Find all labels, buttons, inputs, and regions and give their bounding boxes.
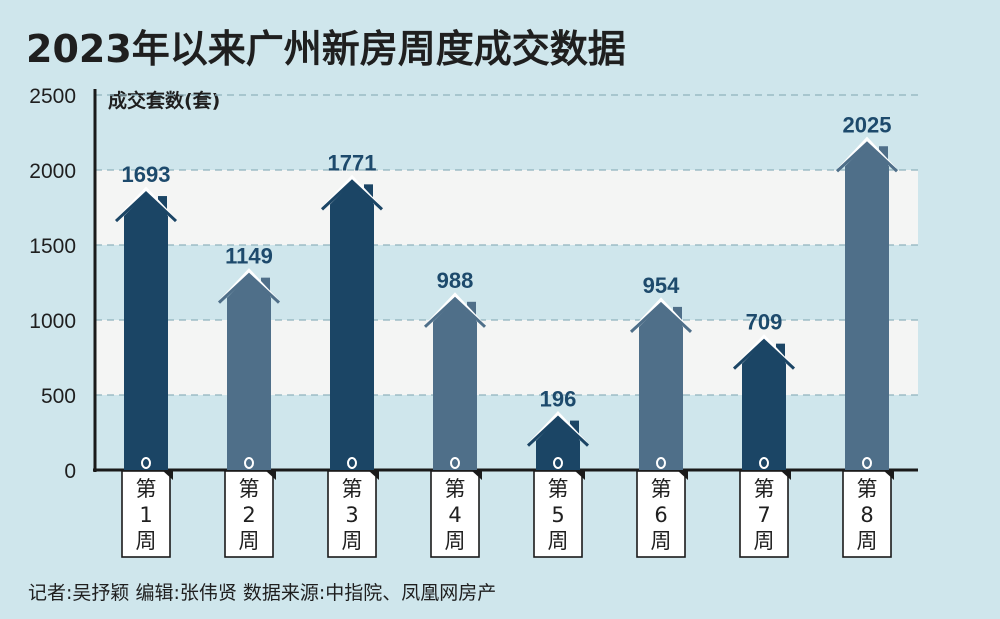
data-label: 709 xyxy=(746,310,783,335)
roof-eave xyxy=(835,141,899,173)
tag-corner xyxy=(163,471,173,480)
roof-eave xyxy=(629,301,693,333)
roof-eave xyxy=(526,415,590,447)
grid-band xyxy=(95,170,918,245)
house-door xyxy=(450,457,460,469)
tag-corner xyxy=(781,471,791,480)
house-door xyxy=(862,457,872,469)
bar xyxy=(742,341,786,470)
grid-band xyxy=(95,320,918,395)
x-tick-box xyxy=(224,470,274,558)
house-door xyxy=(553,457,563,469)
tag-corner xyxy=(266,471,276,480)
y-tick-label: 0 xyxy=(64,460,76,483)
data-label: 196 xyxy=(540,387,577,412)
roof-eave xyxy=(217,272,281,304)
bar xyxy=(639,304,683,470)
bar xyxy=(845,144,889,470)
x-tick-box xyxy=(842,470,892,558)
data-label: 988 xyxy=(437,268,474,293)
x-tick-box xyxy=(430,470,480,558)
y-tick-label: 1000 xyxy=(29,310,76,333)
chart-title: 2023年以来广州新房周度成交数据 xyxy=(26,27,626,71)
tag-corner xyxy=(678,471,688,480)
x-tick-box xyxy=(739,470,789,558)
y-tick-label: 1500 xyxy=(29,235,76,258)
x-tick-box xyxy=(533,470,583,558)
tag-corner xyxy=(575,471,585,480)
data-label: 1693 xyxy=(122,162,171,187)
bar xyxy=(124,194,168,471)
bar xyxy=(227,275,271,470)
roof-eave xyxy=(114,190,178,223)
data-label: 1149 xyxy=(225,244,273,269)
house-door xyxy=(141,457,151,469)
data-label: 1771 xyxy=(328,150,377,175)
bar xyxy=(330,182,374,470)
bar xyxy=(433,299,477,470)
roof-eave xyxy=(423,296,487,328)
x-tick-box xyxy=(121,470,171,558)
data-label: 2025 xyxy=(843,112,892,137)
y-tick-label: 500 xyxy=(41,385,76,408)
roof-eave xyxy=(320,179,384,211)
x-tick-box xyxy=(327,470,377,558)
tag-corner xyxy=(472,471,482,480)
credits-footer: 记者:吴抒颖 编辑:张伟贤 数据来源:中指院、凤凰网房产 xyxy=(28,582,497,604)
house-door xyxy=(759,457,769,469)
house-door xyxy=(347,457,357,469)
house-door xyxy=(656,457,666,469)
data-label: 954 xyxy=(643,273,680,298)
roof-eave xyxy=(732,338,796,370)
x-tick-box xyxy=(636,470,686,558)
house-door xyxy=(244,457,254,469)
tag-corner xyxy=(884,471,894,480)
y-tick-label: 2000 xyxy=(29,160,76,183)
tag-corner xyxy=(369,471,379,480)
y-tick-label: 2500 xyxy=(29,85,76,108)
bar xyxy=(536,418,580,470)
